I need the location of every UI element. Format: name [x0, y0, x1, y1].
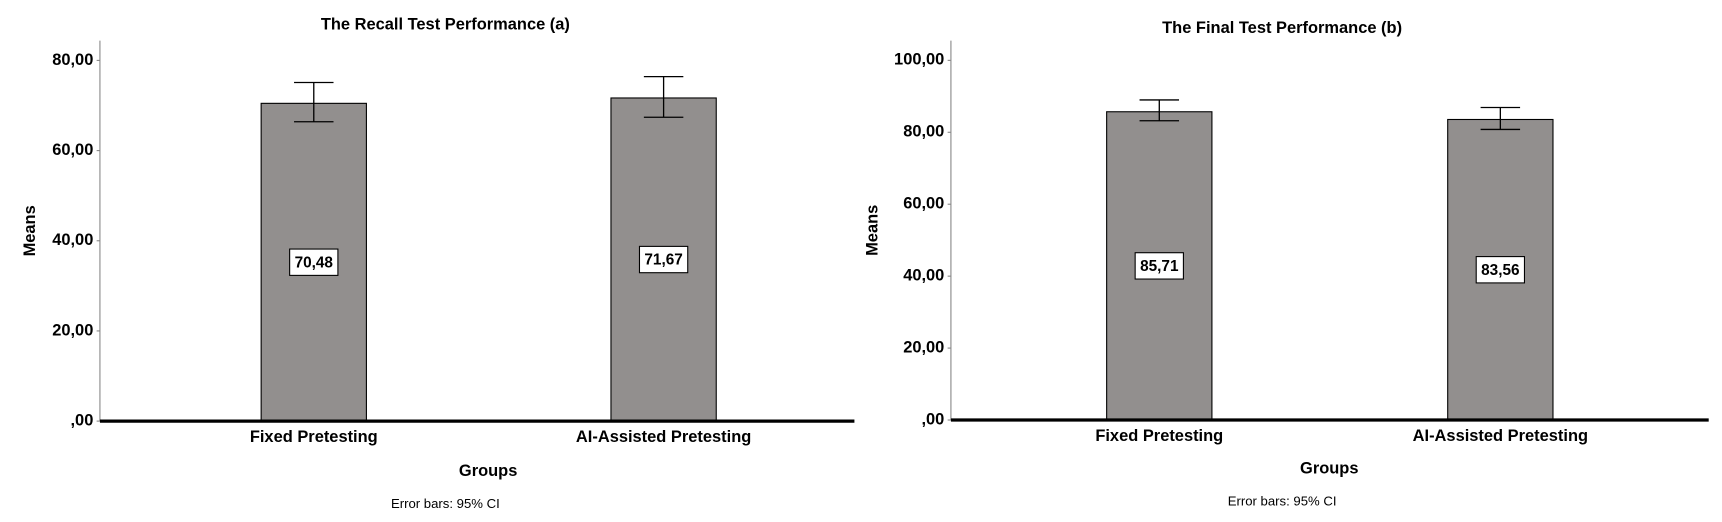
y-tick-label: 40,00 — [52, 231, 93, 249]
y-tick-label: 100,00 — [894, 51, 944, 69]
y-tick-label: 60,00 — [52, 141, 93, 159]
y-axis-label: Means — [21, 205, 39, 256]
value-label-box — [1134, 252, 1184, 280]
x-axis-label: Groups — [459, 462, 517, 480]
note: Error bars: 95% CI — [1228, 494, 1337, 509]
value-label: 71,67 — [644, 252, 682, 269]
y-tick-label: 20,00 — [903, 338, 944, 356]
note: Error bars: 95% CI — [391, 496, 500, 511]
value-label: 85,71 — [1140, 258, 1179, 275]
x-tick-label: Fixed Pretesting — [1095, 427, 1223, 445]
y-tick-label: ,00 — [921, 410, 944, 428]
chart-title: The Final Test Performance (b) — [1162, 19, 1402, 37]
y-tick-label: 20,00 — [52, 321, 93, 339]
value-label-box — [289, 248, 339, 276]
value-label-box — [1475, 256, 1526, 284]
x-tick-label: AI-Assisted Pretesting — [576, 428, 751, 446]
y-tick-label: 60,00 — [903, 195, 944, 213]
value-label: 70,48 — [295, 254, 334, 271]
y-tick-label: ,00 — [70, 411, 93, 429]
y-tick-label: 80,00 — [903, 123, 944, 141]
chart-title: The Recall Test Performance (a) — [321, 16, 570, 34]
value-label-box — [638, 245, 689, 274]
y-axis-label: Means — [863, 205, 881, 256]
x-axis-label: Groups — [1300, 460, 1358, 478]
value-label: 83,56 — [1481, 262, 1519, 279]
y-tick-label: 40,00 — [903, 266, 944, 284]
y-tick-label: 80,00 — [52, 51, 93, 69]
x-tick-label: AI-Assisted Pretesting — [1413, 427, 1588, 445]
x-tick-label: Fixed Pretesting — [250, 428, 378, 446]
